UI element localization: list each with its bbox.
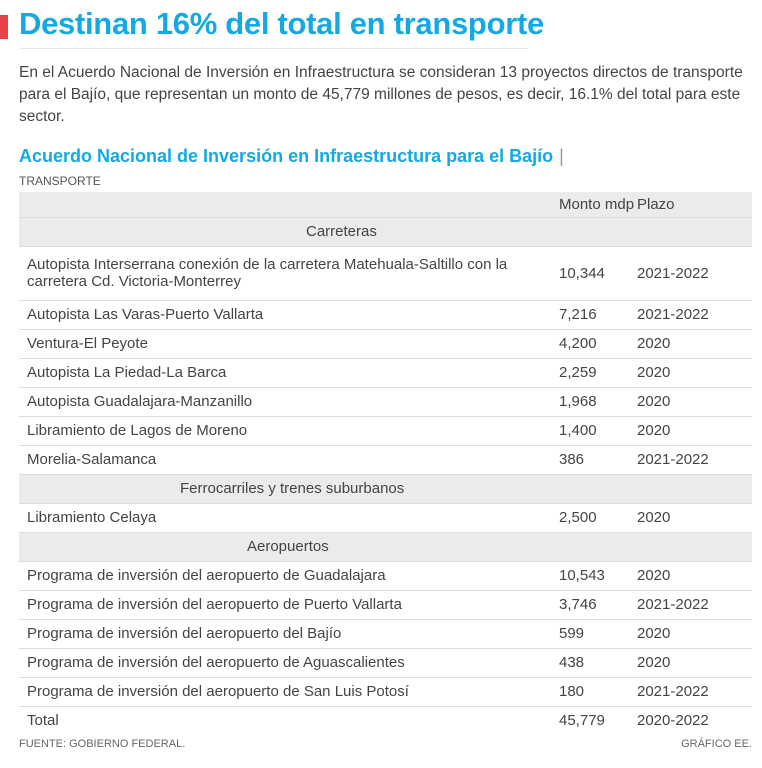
project-name: Programa de inversión del aeropuerto de … bbox=[19, 561, 559, 591]
project-name: Programa de inversión del aeropuerto del… bbox=[19, 619, 559, 649]
table-row: Programa de inversión del aeropuerto del… bbox=[19, 619, 752, 649]
project-monto: 3,746 bbox=[559, 590, 637, 620]
section-row: Carreteras bbox=[19, 217, 752, 247]
project-monto: 1,968 bbox=[559, 387, 637, 417]
project-plazo: 2021-2022 bbox=[637, 590, 752, 620]
table-subtitle: TRANSPORTE bbox=[19, 174, 101, 188]
project-monto: 386 bbox=[559, 445, 637, 475]
header-monto: Monto mdp bbox=[559, 192, 637, 218]
total-row: Total 45,779 2020-2022 bbox=[19, 706, 752, 735]
table-row: Programa de inversión del aeropuerto de … bbox=[19, 590, 752, 620]
table-row: Libramiento de Lagos de Moreno 1,400 2020 bbox=[19, 416, 752, 446]
project-plazo: 2020 bbox=[637, 619, 752, 649]
section-row: Ferrocarriles y trenes suburbanos bbox=[19, 474, 752, 504]
table-row: Libramiento Celaya 2,500 2020 bbox=[19, 503, 752, 533]
project-monto: 2,259 bbox=[559, 358, 637, 388]
project-name: Ventura-El Peyote bbox=[19, 329, 559, 359]
project-monto: 438 bbox=[559, 648, 637, 678]
project-name: Programa de inversión del aeropuerto de … bbox=[19, 677, 559, 707]
project-monto: 1,400 bbox=[559, 416, 637, 446]
table-row: Autopista Interserrana conexión de la ca… bbox=[19, 246, 752, 301]
table-title-text: Acuerdo Nacional de Inversión en Infraes… bbox=[19, 146, 554, 166]
project-plazo: 2021-2022 bbox=[637, 677, 752, 707]
page-title: Destinan 16% del total en transporte bbox=[19, 6, 544, 41]
project-name: Programa de inversión del aeropuerto de … bbox=[19, 648, 559, 678]
project-monto: 180 bbox=[559, 677, 637, 707]
table-row: Programa de inversión del aeropuerto de … bbox=[19, 677, 752, 707]
project-plazo: 2020 bbox=[637, 358, 752, 388]
project-plazo: 2020 bbox=[637, 416, 752, 446]
table-row: Autopista La Piedad-La Barca 2,259 2020 bbox=[19, 358, 752, 388]
section-label: Aeropuertos bbox=[19, 532, 752, 562]
section-label: Carreteras bbox=[19, 217, 752, 247]
project-name: Programa de inversión del aeropuerto de … bbox=[19, 590, 559, 620]
project-plazo: 2021-2022 bbox=[637, 445, 752, 475]
table-header: Monto mdp Plazo bbox=[19, 192, 752, 218]
project-name: Autopista La Piedad-La Barca bbox=[19, 358, 559, 388]
table-row: Autopista Guadalajara-Manzanillo 1,968 202… bbox=[19, 387, 752, 417]
section-row: Aeropuertos bbox=[19, 532, 752, 562]
table-title-separator: | bbox=[559, 146, 564, 166]
project-name: Autopista Las Varas-Puerto Vallarta bbox=[19, 300, 559, 330]
project-monto: 10,543 bbox=[559, 561, 637, 591]
project-monto: 4,200 bbox=[559, 329, 637, 359]
table-row: Morelia-Salamanca 386 2021-2022 bbox=[19, 445, 752, 475]
project-monto: 2,500 bbox=[559, 503, 637, 533]
projects-table: Monto mdp Plazo Carreteras Autopista Inte… bbox=[19, 192, 752, 735]
table-row: Programa de inversión del aeropuerto de … bbox=[19, 648, 752, 678]
credit-note: GRÁFICO EE. bbox=[681, 738, 752, 750]
section-label: Ferrocarriles y trenes suburbanos bbox=[19, 474, 752, 504]
project-monto: 7,216 bbox=[559, 300, 637, 330]
lead-paragraph: En el Acuerdo Nacional de Inversión en I… bbox=[19, 64, 743, 125]
project-monto: 10,344 bbox=[559, 246, 637, 301]
total-monto: 45,779 bbox=[559, 712, 605, 730]
total-label: Total bbox=[27, 712, 59, 730]
project-plazo: 2021-2022 bbox=[637, 246, 752, 301]
project-name: Morelia-Salamanca bbox=[19, 445, 559, 475]
project-plazo: 2021-2022 bbox=[637, 300, 752, 330]
project-plazo: 2020 bbox=[637, 503, 752, 533]
table-row: Autopista Las Varas-Puerto Vallarta 7,216… bbox=[19, 300, 752, 330]
project-plazo: 2020 bbox=[637, 329, 752, 359]
table-row: Programa de inversión del aeropuerto de … bbox=[19, 561, 752, 591]
header-plazo: Plazo bbox=[637, 192, 752, 218]
project-plazo: 2020 bbox=[637, 387, 752, 417]
total-plazo: 2020-2022 bbox=[637, 712, 709, 730]
table-row: Ventura-El Peyote 4,200 2020 bbox=[19, 329, 752, 359]
project-name: Libramiento Celaya bbox=[19, 503, 559, 533]
table-title: Acuerdo Nacional de Inversión en Infraes… bbox=[19, 146, 564, 167]
project-name: Autopista Interserrana conexión de la ca… bbox=[19, 246, 559, 301]
accent-bar bbox=[0, 15, 8, 39]
project-monto: 599 bbox=[559, 619, 637, 649]
source-note: FUENTE: GOBIERNO FEDERAL. bbox=[19, 738, 186, 750]
project-name: Libramiento de Lagos de Moreno bbox=[19, 416, 559, 446]
title-divider bbox=[20, 48, 528, 49]
project-plazo: 2020 bbox=[637, 648, 752, 678]
project-name: Autopista Guadalajara-Manzanillo bbox=[19, 387, 559, 417]
project-plazo: 2020 bbox=[637, 561, 752, 591]
